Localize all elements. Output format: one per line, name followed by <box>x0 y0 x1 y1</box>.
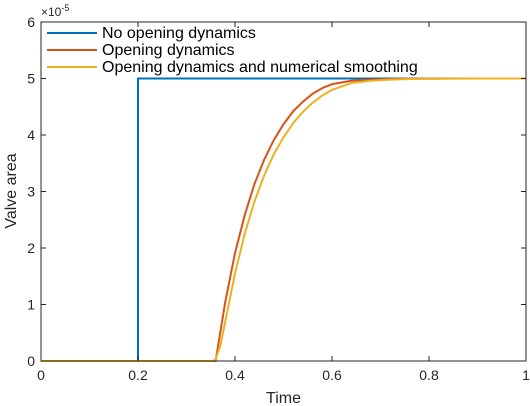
x-tick-label: 1 <box>522 367 530 383</box>
y-tick-label: 2 <box>27 240 35 256</box>
x-tick-label: 0.8 <box>419 367 439 383</box>
y-axis-label: Valve area <box>3 153 20 228</box>
y-tick-label: 0 <box>27 353 35 369</box>
y-tick-label: 4 <box>27 127 35 143</box>
y-tick-label: 6 <box>27 14 35 30</box>
x-tick-label: 0.2 <box>128 367 148 383</box>
y-tick-label: 1 <box>27 297 35 313</box>
y-multiplier: ×10-5 <box>41 3 69 19</box>
x-tick-label: 0.6 <box>322 367 342 383</box>
legend-label-1: No opening dynamics <box>102 25 256 42</box>
y-tick-label: 5 <box>27 71 35 87</box>
x-axis-label: Time <box>266 390 301 406</box>
x-tick-label: 0.4 <box>225 367 245 383</box>
legend-label-2: Opening dynamics <box>102 42 235 59</box>
series-line-3 <box>41 77 526 362</box>
y-tick-label: 3 <box>27 184 35 200</box>
legend-label-3: Opening dynamics and numerical smoothing <box>102 59 418 76</box>
x-tick-label: 0 <box>37 367 45 383</box>
tick-layer: 0 0.2 0.4 0.6 0.8 1 0 1 2 3 4 5 6 <box>27 14 530 383</box>
